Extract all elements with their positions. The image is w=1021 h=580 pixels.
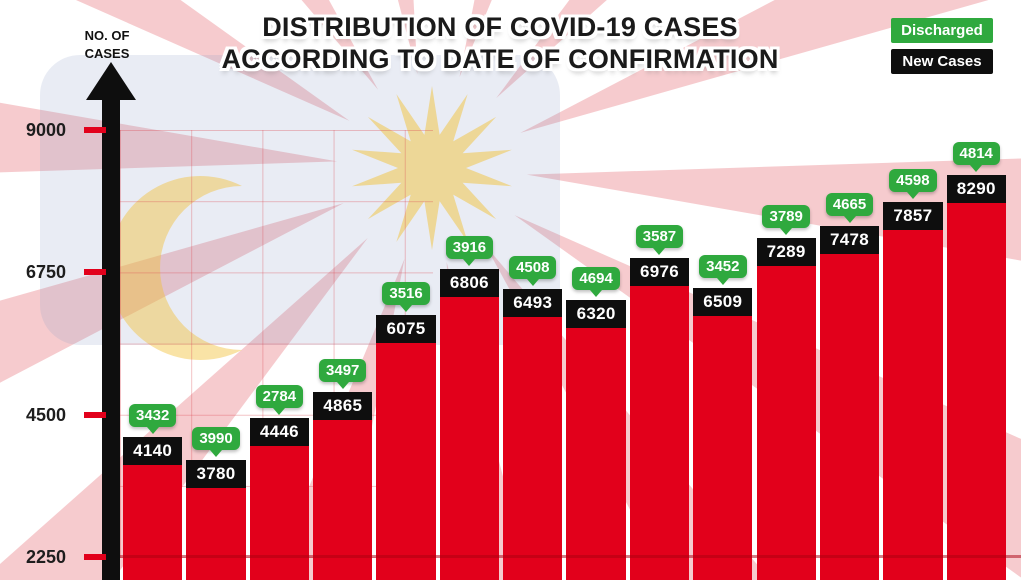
legend-item-new-cases: New Cases: [891, 49, 993, 74]
sunburst-ray: [520, 0, 989, 133]
flag-star-icon: [352, 86, 512, 250]
new-cases-value: 4140: [123, 437, 183, 466]
legend: Discharged New Cases: [891, 18, 993, 74]
bar-group-14: 4814 8290: [946, 141, 1006, 580]
discharged-callout: 2784: [250, 385, 309, 409]
discharged-value: 4694: [572, 266, 620, 290]
discharged-value: 4814: [952, 141, 1000, 165]
new-cases-value: 6320: [566, 299, 626, 328]
discharged-callout: 4694: [566, 266, 625, 290]
discharged-value: 4665: [825, 193, 874, 217]
y-tick-label-2250: 2250: [25, 547, 66, 567]
sunburst-ray: [0, 203, 344, 383]
chart-title-line2: ACCORDING TO DATE OF CONFIRMATION: [221, 43, 779, 74]
discharged-callout: 4508: [503, 255, 562, 279]
discharged-callout: 3516: [376, 282, 435, 306]
sunburst-ray: [496, 0, 607, 98]
y-tick-mark-4500: [84, 411, 106, 418]
y-tick-mark-2250: [84, 554, 106, 560]
y-tick-label-6750: 6750: [25, 262, 66, 283]
y-axis-title-line1: NO. OF: [84, 28, 130, 43]
discharged-callout: 3789: [757, 205, 816, 229]
y-tick-mark-9000: [84, 127, 106, 133]
discharged-callout: 4665: [820, 193, 879, 217]
bar-group-6: 3916 6806: [439, 235, 500, 580]
bar-group-2: 3990 3780: [186, 427, 246, 580]
sunburst-ray: [0, 102, 338, 173]
new-cases-value: 3780: [186, 460, 246, 489]
discharged-value: 3432: [128, 404, 177, 428]
new-cases-value: 8290: [946, 174, 1006, 203]
discharged-callout: 3916: [440, 235, 499, 259]
discharged-value: 3497: [319, 358, 367, 382]
discharged-value: 3990: [192, 427, 240, 451]
new-cases-value: 7289: [756, 238, 816, 267]
sunburst-ray: [75, 0, 350, 121]
discharged-value: 3789: [762, 205, 810, 229]
bar-group-10: 3452 6509: [693, 254, 753, 580]
bar-group-9: 3587 6976: [629, 225, 690, 580]
discharged-value: 3916: [445, 235, 494, 259]
sunburst-ray: [0, 238, 368, 580]
discharged-callout: 3452: [693, 254, 752, 278]
bar-group-4: 3497 4865: [313, 358, 373, 580]
discharged-callout: 4814: [947, 141, 1006, 165]
y-tick-mark-6750: [84, 269, 106, 276]
bar-group-8: 4694 6320: [566, 266, 626, 580]
new-cases-value: 7857: [883, 202, 943, 231]
bar-group-11: 3789 7289: [756, 205, 816, 580]
y-axis-arrow-icon: [86, 62, 136, 100]
y-axis-line: [102, 96, 120, 580]
discharged-callout: 3432: [123, 404, 182, 428]
new-cases-value: 6806: [439, 268, 500, 297]
discharged-value: 3587: [635, 225, 684, 249]
discharged-value: 3452: [699, 254, 747, 278]
discharged-callout: 3990: [186, 427, 245, 451]
new-cases-value: 6976: [629, 258, 690, 287]
chart-title: DISTRIBUTION OF COVID-19 CASES ACCORDING…: [150, 12, 850, 76]
y-axis-title: NO. OF CASES: [67, 27, 147, 62]
sunburst-ray: [459, 0, 492, 78]
chart-title-line1: DISTRIBUTION OF COVID-19 CASES: [262, 12, 738, 42]
flag-crescent-icon: [108, 175, 242, 360]
gridline-2250: [84, 555, 1021, 558]
bar-group-7: 4508 6493: [503, 255, 563, 580]
legend-item-discharged: Discharged: [891, 18, 993, 43]
discharged-value: 4598: [889, 169, 937, 193]
new-cases-value: 6509: [693, 287, 753, 316]
y-axis-title-line2: CASES: [84, 45, 130, 61]
new-cases-value: 6493: [503, 288, 563, 317]
discharged-value: 4508: [509, 255, 557, 279]
sunburst-ray: [397, 0, 418, 75]
sunburst-ray: [301, 0, 379, 90]
bar-group-12: 4665 7478: [819, 193, 880, 580]
y-tick-label-9000: 9000: [25, 120, 66, 140]
y-tick-label-4500: 4500: [25, 404, 66, 425]
bar-group-3: 2784 4446: [249, 385, 310, 580]
discharged-callout: 4598: [883, 169, 942, 193]
bar-group-13: 4598 7857: [883, 169, 943, 580]
discharged-value: 3516: [382, 282, 430, 306]
discharged-value: 2784: [255, 385, 304, 409]
bar-group-5: 3516 6075: [376, 282, 436, 580]
discharged-callout: 3587: [630, 225, 689, 249]
new-cases-value: 6075: [376, 315, 436, 344]
new-cases-value: 4865: [313, 391, 373, 420]
new-cases-value: 4446: [249, 418, 310, 447]
new-cases-value: 7478: [819, 226, 880, 255]
discharged-callout: 3497: [313, 358, 372, 382]
